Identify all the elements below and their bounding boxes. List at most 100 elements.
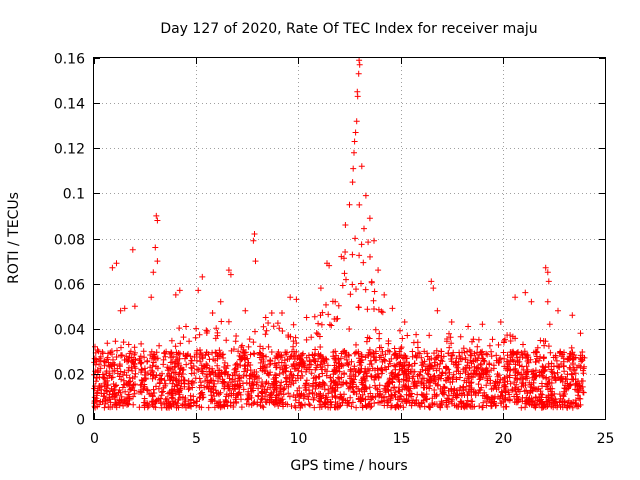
data-point <box>437 386 444 392</box>
data-point <box>171 383 178 390</box>
data-point <box>449 378 456 385</box>
data-point <box>115 389 122 396</box>
data-point <box>91 385 98 392</box>
data-point <box>378 366 385 373</box>
data-point <box>179 402 186 409</box>
data-point <box>247 367 254 374</box>
data-point <box>456 349 463 356</box>
data-point <box>262 314 269 321</box>
data-point <box>356 388 363 395</box>
data-point <box>440 389 447 396</box>
data-point <box>121 357 128 363</box>
data-point <box>509 333 516 340</box>
data-point <box>405 378 412 385</box>
data-point <box>106 370 113 377</box>
data-point <box>353 341 359 348</box>
data-point <box>263 389 270 396</box>
data-point <box>111 361 118 368</box>
data-point <box>276 370 283 377</box>
data-point <box>255 393 262 400</box>
data-point <box>446 369 453 376</box>
data-point <box>190 393 197 400</box>
data-point <box>317 393 324 400</box>
data-point <box>176 395 183 401</box>
data-point <box>415 378 422 385</box>
data-point <box>374 386 381 393</box>
data-point <box>347 380 354 387</box>
data-point <box>284 401 291 408</box>
data-point <box>318 321 325 328</box>
data-point <box>309 389 316 396</box>
data-point <box>204 383 211 390</box>
data-point <box>101 390 108 397</box>
data-point <box>233 333 240 339</box>
data-point <box>200 368 206 375</box>
data-point <box>418 362 425 369</box>
data-point <box>196 394 203 401</box>
data-point <box>220 379 227 386</box>
data-point <box>537 388 544 395</box>
data-point <box>113 260 120 267</box>
data-point <box>176 389 183 396</box>
data-point <box>388 387 394 394</box>
data-point <box>486 360 493 367</box>
data-point <box>398 344 405 351</box>
data-point <box>375 373 382 380</box>
data-point <box>531 401 538 408</box>
data-point <box>284 356 291 363</box>
data-point <box>342 222 349 228</box>
data-point <box>462 354 469 361</box>
data-point <box>445 396 452 402</box>
data-point <box>517 375 524 382</box>
data-point <box>270 399 277 406</box>
data-point <box>337 394 344 401</box>
data-point <box>426 332 433 339</box>
data-point <box>358 280 364 287</box>
data-point <box>183 353 190 360</box>
data-point <box>311 404 318 411</box>
data-point <box>346 373 353 380</box>
data-point <box>366 346 373 353</box>
data-point <box>368 278 375 285</box>
data-point <box>300 395 307 402</box>
data-point <box>276 325 283 332</box>
data-point <box>163 348 170 355</box>
data-point <box>203 373 210 380</box>
data-point <box>387 395 394 402</box>
data-point <box>358 377 365 384</box>
data-point <box>183 361 190 368</box>
data-point <box>353 404 360 411</box>
data-point <box>539 372 546 379</box>
data-point <box>579 349 586 355</box>
data-point <box>513 368 520 374</box>
data-point <box>527 356 534 363</box>
data-point <box>164 364 171 371</box>
data-point <box>254 401 261 408</box>
data-point <box>374 367 381 374</box>
data-point <box>194 366 200 373</box>
data-point <box>478 360 484 367</box>
data-point <box>145 402 152 409</box>
data-point <box>499 392 506 399</box>
data-point <box>240 386 247 393</box>
data-point <box>560 392 567 399</box>
data-point <box>392 370 399 377</box>
data-point <box>549 373 555 380</box>
data-point <box>522 289 529 296</box>
data-point <box>533 349 540 355</box>
data-point <box>507 338 514 344</box>
data-point <box>191 400 198 407</box>
data-point <box>217 298 224 305</box>
data-point <box>400 396 407 403</box>
data-point <box>468 360 475 367</box>
data-point <box>428 278 435 285</box>
data-point <box>93 356 100 363</box>
data-point <box>144 404 151 411</box>
data-point <box>223 391 230 398</box>
data-point <box>378 370 385 377</box>
data-point <box>117 307 124 314</box>
data-point <box>164 367 171 374</box>
data-point <box>544 269 551 276</box>
data-point <box>205 404 212 411</box>
data-point <box>268 310 275 316</box>
